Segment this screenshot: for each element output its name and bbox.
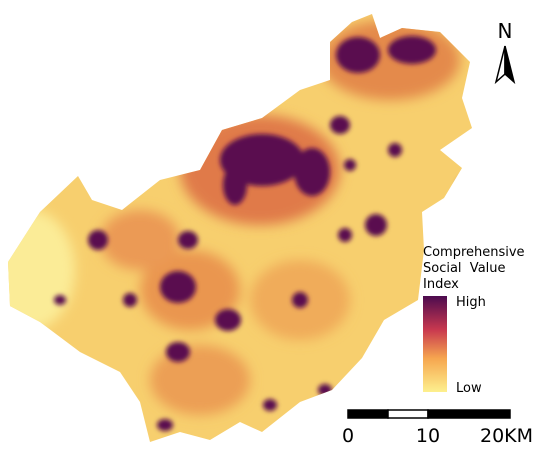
legend-colorbar xyxy=(423,296,447,392)
scale-bar xyxy=(347,409,511,419)
index-raster xyxy=(8,14,472,442)
legend-low: Low xyxy=(456,381,482,396)
legend-title-line: Social Value xyxy=(423,261,506,276)
legend-title-line: Index xyxy=(423,277,459,292)
legend-high: High xyxy=(456,295,486,310)
scale-label: 10 xyxy=(416,425,440,447)
scale-label: 20KM xyxy=(480,425,533,447)
scale-label: 0 xyxy=(342,425,354,447)
north-arrow xyxy=(494,45,516,85)
north-label: N xyxy=(498,19,513,43)
legend-title-line: Comprehensive xyxy=(423,245,525,260)
